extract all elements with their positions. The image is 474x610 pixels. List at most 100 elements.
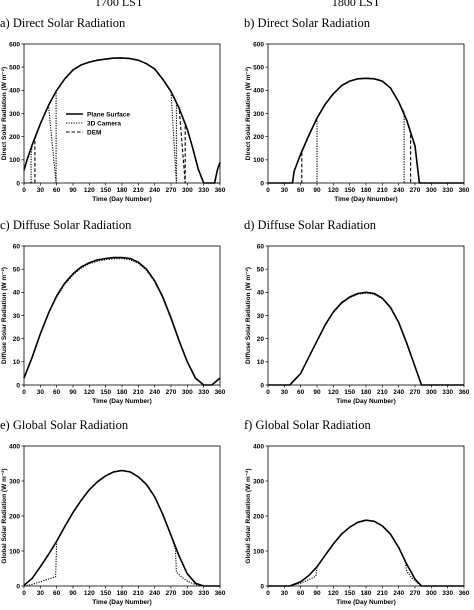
- series-line-plane-surface: [268, 77, 464, 184]
- x-tick-label: 180: [361, 590, 372, 597]
- x-tick-label: 30: [281, 590, 289, 597]
- y-tick-label: 500: [9, 64, 20, 71]
- y-tick-label: 600: [253, 41, 264, 48]
- x-tick-label: 270: [410, 389, 421, 396]
- panel-title-e: e) Global Solar Radiation: [0, 418, 129, 432]
- x-tick-label: 330: [198, 590, 209, 597]
- x-tick-label: 150: [344, 187, 355, 194]
- series-line-3d-camera: [268, 77, 464, 184]
- y-tick-label: 100: [253, 157, 264, 164]
- chart-panel-c: c) Diffuse Solar Radiation 0 30 60 90 120 150 1…: [0, 218, 226, 405]
- x-tick-label: 90: [313, 187, 321, 194]
- x-tick-label: 180: [361, 389, 372, 396]
- x-tick-label: 30: [281, 389, 289, 396]
- x-tick-label: 210: [133, 590, 144, 597]
- plot-frame: [267, 245, 465, 386]
- y-tick-label: 10: [257, 359, 265, 366]
- x-tick-label: 210: [377, 187, 388, 194]
- panel-title-d: d) Diffuse Solar Radiation: [244, 218, 377, 232]
- series-line-plane-surface: [23, 57, 221, 184]
- chart-panel-e: e) Global Solar Radiation 0 30 60 90 120 150 18…: [0, 418, 226, 606]
- x-tick-label: 120: [84, 187, 95, 194]
- x-tick-label: 30: [37, 187, 45, 194]
- legend-label: 3D Camera: [87, 120, 121, 127]
- y-tick-label: 200: [253, 513, 264, 520]
- x-tick-label: 240: [149, 590, 160, 597]
- x-tick-label: 180: [117, 187, 128, 194]
- series-line-plane-surface: [268, 291, 464, 386]
- y-tick-label: 50: [13, 266, 21, 273]
- x-tick-label: 90: [69, 389, 77, 396]
- x-tick-label: 360: [459, 389, 470, 396]
- x-tick-label: 120: [328, 389, 339, 396]
- x-axis-label: Time (Day Number): [336, 398, 395, 405]
- panel-title-b: b) Direct Solar Radiation: [244, 16, 371, 30]
- x-tick-label: 180: [117, 590, 128, 597]
- y-tick-label: 60: [13, 243, 21, 250]
- y-tick-label: 500: [253, 64, 264, 71]
- series-line-plane-surface: [268, 519, 464, 587]
- x-tick-label: 60: [297, 187, 305, 194]
- x-tick-label: 300: [182, 590, 193, 597]
- x-tick-label: 0: [22, 590, 26, 597]
- y-tick-label: 300: [253, 111, 264, 118]
- x-tick-label: 240: [393, 187, 404, 194]
- x-tick-label: 330: [198, 187, 209, 194]
- y-tick-label: 100: [253, 548, 264, 555]
- x-tick-label: 120: [84, 590, 95, 597]
- x-tick-label: 60: [53, 389, 61, 396]
- y-tick-label: 0: [260, 180, 264, 187]
- x-tick-label: 210: [133, 389, 144, 396]
- y-axis-label: Direct Solar Radiation (W m⁻²): [245, 67, 252, 160]
- x-tick-label: 120: [84, 389, 95, 396]
- y-tick-label: 50: [257, 266, 265, 273]
- y-tick-label: 20: [13, 336, 21, 343]
- x-tick-label: 90: [69, 590, 77, 597]
- x-tick-label: 210: [377, 389, 388, 396]
- x-tick-label: 150: [100, 389, 111, 396]
- x-tick-label: 90: [313, 590, 321, 597]
- plot-frame: [267, 445, 465, 587]
- chart-panel-b: b) Direct Solar Radiation 0 30 60 90 120 150 18…: [244, 16, 470, 203]
- y-tick-label: 200: [253, 134, 264, 141]
- x-tick-label: 150: [344, 389, 355, 396]
- y-tick-label: 40: [13, 290, 21, 297]
- x-tick-label: 330: [442, 187, 453, 194]
- x-tick-label: 330: [442, 590, 453, 597]
- x-tick-label: 60: [297, 590, 305, 597]
- series-line-3d-camera: [23, 258, 221, 386]
- plot-frame: [23, 445, 221, 587]
- series-line-dem: [268, 77, 464, 184]
- x-tick-label: 150: [100, 187, 111, 194]
- x-tick-label: 270: [410, 590, 421, 597]
- column-header-right: 1800 LST: [332, 0, 381, 9]
- y-tick-label: 400: [253, 88, 264, 95]
- x-tick-label: 120: [328, 590, 339, 597]
- y-tick-label: 30: [13, 313, 21, 320]
- x-tick-label: 0: [266, 389, 270, 396]
- x-tick-label: 360: [459, 187, 470, 194]
- x-tick-label: 60: [53, 590, 61, 597]
- y-tick-label: 0: [16, 382, 20, 389]
- y-tick-label: 100: [9, 548, 20, 555]
- x-axis-label: Time (Day Nnumber): [334, 196, 397, 203]
- x-tick-label: 270: [166, 389, 177, 396]
- y-tick-label: 20: [257, 336, 265, 343]
- chart-panel-a: a) Direct Solar Radiation 0 30 60 90 120 150 18…: [0, 16, 226, 203]
- x-axis-label: Time (Day Number): [92, 599, 151, 606]
- x-tick-label: 300: [182, 187, 193, 194]
- y-tick-label: 0: [260, 382, 264, 389]
- series-line-3d-camera: [268, 292, 464, 386]
- series-line-3d-camera: [23, 469, 220, 587]
- x-axis-label: Time (Day Number): [92, 398, 151, 405]
- x-tick-label: 210: [377, 590, 388, 597]
- x-tick-label: 180: [361, 187, 372, 194]
- chart-panel-f: f) Global Solar Radiation 0 30 60 90 120 150 18…: [244, 418, 470, 606]
- y-tick-label: 200: [9, 134, 20, 141]
- x-tick-label: 210: [133, 187, 144, 194]
- x-axis-label: Time (Day Number): [92, 196, 151, 203]
- series-line-plane-surface: [23, 469, 220, 587]
- x-tick-label: 300: [182, 389, 193, 396]
- x-tick-label: 60: [53, 187, 61, 194]
- x-tick-label: 30: [281, 187, 289, 194]
